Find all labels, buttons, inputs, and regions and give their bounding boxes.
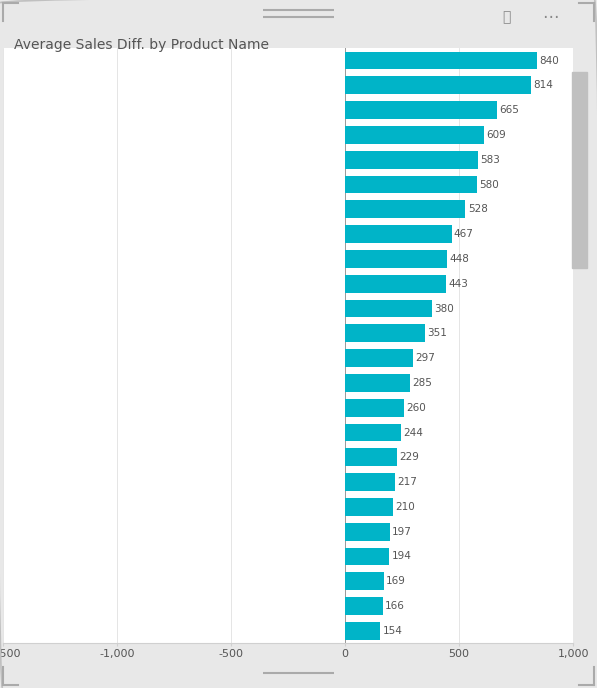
Bar (345, 52, 537, 69)
Bar (345, 597, 383, 615)
Bar (572, 72, 587, 268)
Text: Average Sales Diff. by Product Name: Average Sales Diff. by Product Name (14, 38, 269, 52)
Text: 166: 166 (385, 601, 405, 611)
Text: 297: 297 (415, 353, 435, 363)
Text: 217: 217 (397, 477, 417, 487)
Text: 443: 443 (448, 279, 468, 289)
Text: 467: 467 (454, 229, 474, 239)
Bar (345, 325, 425, 342)
Bar (345, 225, 451, 243)
Text: 609: 609 (486, 130, 506, 140)
Text: 583: 583 (481, 155, 500, 164)
Bar (345, 151, 478, 169)
Text: 528: 528 (468, 204, 488, 215)
Text: 580: 580 (479, 180, 499, 189)
Text: 448: 448 (450, 254, 469, 264)
Bar (345, 473, 395, 491)
Text: 351: 351 (427, 328, 447, 338)
Bar (345, 275, 446, 292)
Bar (345, 299, 432, 317)
Bar (345, 250, 447, 268)
Text: ⧉: ⧉ (503, 10, 511, 24)
Text: 169: 169 (386, 577, 406, 586)
Text: 244: 244 (403, 427, 423, 438)
Bar (345, 126, 484, 144)
Bar (345, 498, 393, 516)
Text: 197: 197 (392, 527, 412, 537)
Bar (345, 175, 478, 193)
Bar (345, 622, 380, 640)
Bar (345, 523, 390, 541)
Bar (345, 548, 389, 566)
Text: 260: 260 (407, 402, 426, 413)
Text: 840: 840 (539, 56, 559, 65)
Text: 380: 380 (434, 303, 454, 314)
Bar (345, 200, 466, 218)
Text: 814: 814 (533, 80, 553, 90)
Text: 285: 285 (413, 378, 432, 388)
Bar (345, 350, 413, 367)
Text: 154: 154 (383, 626, 402, 636)
Bar (345, 572, 384, 590)
Bar (345, 101, 497, 119)
Bar (345, 399, 404, 417)
Bar (345, 424, 401, 442)
Text: 194: 194 (392, 552, 411, 561)
Bar (345, 374, 410, 392)
Text: 210: 210 (395, 502, 415, 512)
Text: ⋯: ⋯ (542, 8, 559, 26)
Text: 665: 665 (499, 105, 519, 115)
Bar (345, 76, 531, 94)
Text: 229: 229 (399, 452, 420, 462)
Bar (345, 449, 397, 466)
